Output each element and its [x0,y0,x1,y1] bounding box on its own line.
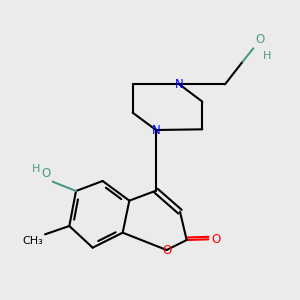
Text: O: O [41,167,51,180]
Text: CH₃: CH₃ [22,236,43,246]
Text: H: H [32,164,41,174]
Text: O: O [255,33,265,46]
Text: O: O [162,244,171,256]
Text: N: N [152,124,160,136]
Text: O: O [211,233,220,246]
Text: N: N [175,78,184,91]
Text: H: H [263,51,272,61]
